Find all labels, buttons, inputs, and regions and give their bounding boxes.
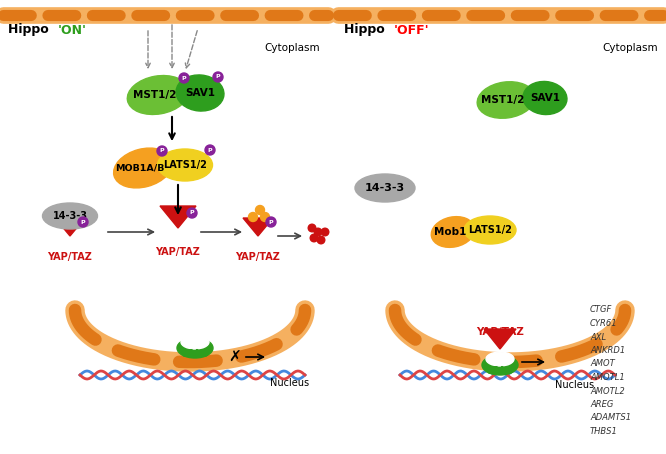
- Text: ✗: ✗: [228, 350, 241, 365]
- Circle shape: [213, 72, 223, 82]
- Circle shape: [317, 236, 325, 244]
- Text: TEAD: TEAD: [180, 349, 209, 359]
- Text: CTGF: CTGF: [590, 306, 612, 315]
- Text: P: P: [182, 75, 186, 80]
- Circle shape: [314, 228, 322, 236]
- Polygon shape: [160, 206, 196, 228]
- Text: Cytoplasm: Cytoplasm: [602, 43, 658, 53]
- Ellipse shape: [432, 217, 475, 247]
- Text: LATS1/2: LATS1/2: [468, 225, 512, 235]
- Ellipse shape: [464, 216, 516, 244]
- Polygon shape: [484, 329, 516, 349]
- Text: Mob1: Mob1: [434, 227, 466, 237]
- Text: AREG: AREG: [590, 400, 613, 409]
- Text: Cytoplasm: Cytoplasm: [264, 43, 320, 53]
- Text: Hippo: Hippo: [344, 24, 389, 36]
- Text: MOB1A/B: MOB1A/B: [115, 163, 165, 173]
- Ellipse shape: [355, 174, 415, 202]
- Ellipse shape: [177, 338, 213, 358]
- Text: ANKRD1: ANKRD1: [590, 346, 625, 355]
- Ellipse shape: [176, 75, 224, 111]
- Text: AMOTL1: AMOTL1: [590, 373, 625, 382]
- Text: 14-3-3: 14-3-3: [365, 183, 405, 193]
- Text: MST1/2: MST1/2: [482, 95, 525, 105]
- Polygon shape: [243, 218, 273, 236]
- Ellipse shape: [482, 355, 518, 375]
- Circle shape: [308, 224, 316, 232]
- Text: AXL: AXL: [590, 332, 606, 341]
- Text: TEAD: TEAD: [486, 366, 514, 376]
- Text: THBS1: THBS1: [590, 427, 618, 436]
- Text: YAP/TAZ: YAP/TAZ: [47, 252, 93, 262]
- Text: Hippo: Hippo: [8, 24, 53, 36]
- Text: MST1/2: MST1/2: [133, 90, 176, 100]
- Circle shape: [157, 146, 167, 156]
- Text: YAP/TAZ: YAP/TAZ: [156, 247, 200, 257]
- Text: 'OFF': 'OFF': [394, 24, 430, 36]
- Circle shape: [256, 206, 264, 214]
- Text: YAP/TAZ: YAP/TAZ: [476, 327, 524, 337]
- Text: P: P: [268, 219, 273, 224]
- Circle shape: [187, 208, 197, 218]
- Text: YAP/TAZ: YAP/TAZ: [236, 252, 280, 262]
- Circle shape: [321, 228, 329, 236]
- Ellipse shape: [181, 335, 209, 349]
- Text: Nucleus: Nucleus: [270, 378, 309, 388]
- Text: AMOT: AMOT: [590, 360, 615, 369]
- Circle shape: [266, 217, 276, 227]
- Text: LATS1/2: LATS1/2: [163, 160, 207, 170]
- Text: AMOTL2: AMOTL2: [590, 386, 625, 395]
- Ellipse shape: [127, 75, 188, 114]
- Ellipse shape: [523, 81, 567, 114]
- Text: CYR61: CYR61: [590, 319, 617, 328]
- Text: SAV1: SAV1: [185, 88, 215, 98]
- Circle shape: [78, 217, 88, 227]
- Ellipse shape: [43, 203, 97, 229]
- Ellipse shape: [114, 148, 172, 188]
- Ellipse shape: [157, 149, 212, 181]
- Text: ADAMTS1: ADAMTS1: [590, 414, 631, 423]
- Ellipse shape: [477, 82, 535, 118]
- Circle shape: [248, 212, 258, 222]
- Circle shape: [260, 212, 270, 222]
- Circle shape: [310, 234, 318, 242]
- Text: 14-3-3: 14-3-3: [53, 211, 87, 221]
- Circle shape: [179, 73, 189, 83]
- Text: P: P: [190, 211, 194, 216]
- Text: P: P: [208, 148, 212, 153]
- Ellipse shape: [486, 352, 514, 366]
- Text: P: P: [81, 219, 85, 224]
- Polygon shape: [55, 218, 85, 236]
- Circle shape: [205, 145, 215, 155]
- Text: SAV1: SAV1: [530, 93, 560, 103]
- Text: Nucleus: Nucleus: [555, 380, 594, 390]
- Text: 'ON': 'ON': [58, 24, 87, 36]
- Text: P: P: [160, 148, 165, 153]
- Text: P: P: [216, 74, 220, 79]
